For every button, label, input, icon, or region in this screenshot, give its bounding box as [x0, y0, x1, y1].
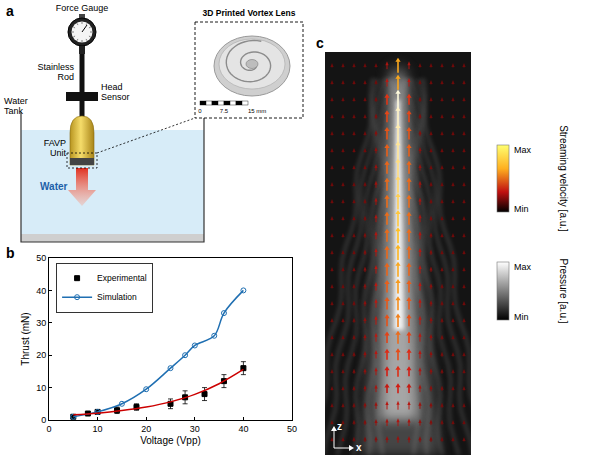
svg-text:20: 20: [141, 424, 151, 434]
svg-text:Sensor: Sensor: [101, 92, 130, 102]
svg-text:b: b: [6, 245, 15, 261]
svg-text:c: c: [316, 35, 324, 51]
svg-text:0: 0: [46, 424, 51, 434]
svg-text:Streaming velocity [a.u.]: Streaming velocity [a.u.]: [558, 125, 569, 232]
svg-text:Water: Water: [40, 181, 68, 192]
svg-text:Voltage (Vpp): Voltage (Vpp): [140, 435, 201, 446]
svg-text:30: 30: [190, 424, 200, 434]
svg-text:z: z: [337, 421, 342, 432]
svg-text:3D Printed Vortex Lens: 3D Printed Vortex Lens: [203, 8, 296, 18]
svg-text:50: 50: [287, 424, 297, 434]
svg-text:x: x: [356, 442, 362, 453]
svg-text:40: 40: [36, 286, 46, 296]
svg-text:Water: Water: [4, 96, 28, 106]
svg-text:Simulation: Simulation: [97, 292, 137, 302]
svg-text:10: 10: [36, 383, 46, 393]
svg-text:20: 20: [36, 350, 46, 360]
svg-text:Unit: Unit: [50, 148, 67, 158]
svg-text:30: 30: [36, 318, 46, 328]
svg-text:Tank: Tank: [4, 106, 24, 116]
svg-text:15 mm: 15 mm: [248, 108, 266, 114]
svg-text:Min: Min: [514, 312, 529, 322]
svg-text:10: 10: [93, 424, 103, 434]
svg-text:Head: Head: [101, 82, 123, 92]
svg-text:FAVP: FAVP: [44, 138, 66, 148]
svg-text:50: 50: [36, 253, 46, 263]
svg-text:Max: Max: [514, 145, 532, 155]
svg-text:Force Gauge: Force Gauge: [56, 3, 109, 13]
svg-text:a: a: [6, 3, 14, 19]
svg-text:Thrust (mN): Thrust (mN): [20, 312, 31, 365]
svg-text:Max: Max: [514, 262, 532, 272]
svg-text:0: 0: [198, 108, 202, 114]
svg-text:Stainless: Stainless: [37, 62, 74, 72]
svg-text:Pressure [a.u.]: Pressure [a.u.]: [558, 258, 569, 323]
svg-text:Experimental: Experimental: [97, 273, 147, 283]
svg-text:7.5: 7.5: [220, 108, 229, 114]
svg-text:Min: Min: [514, 204, 529, 214]
svg-text:40: 40: [238, 424, 248, 434]
svg-text:Rod: Rod: [57, 72, 74, 82]
svg-text:0: 0: [41, 415, 46, 425]
